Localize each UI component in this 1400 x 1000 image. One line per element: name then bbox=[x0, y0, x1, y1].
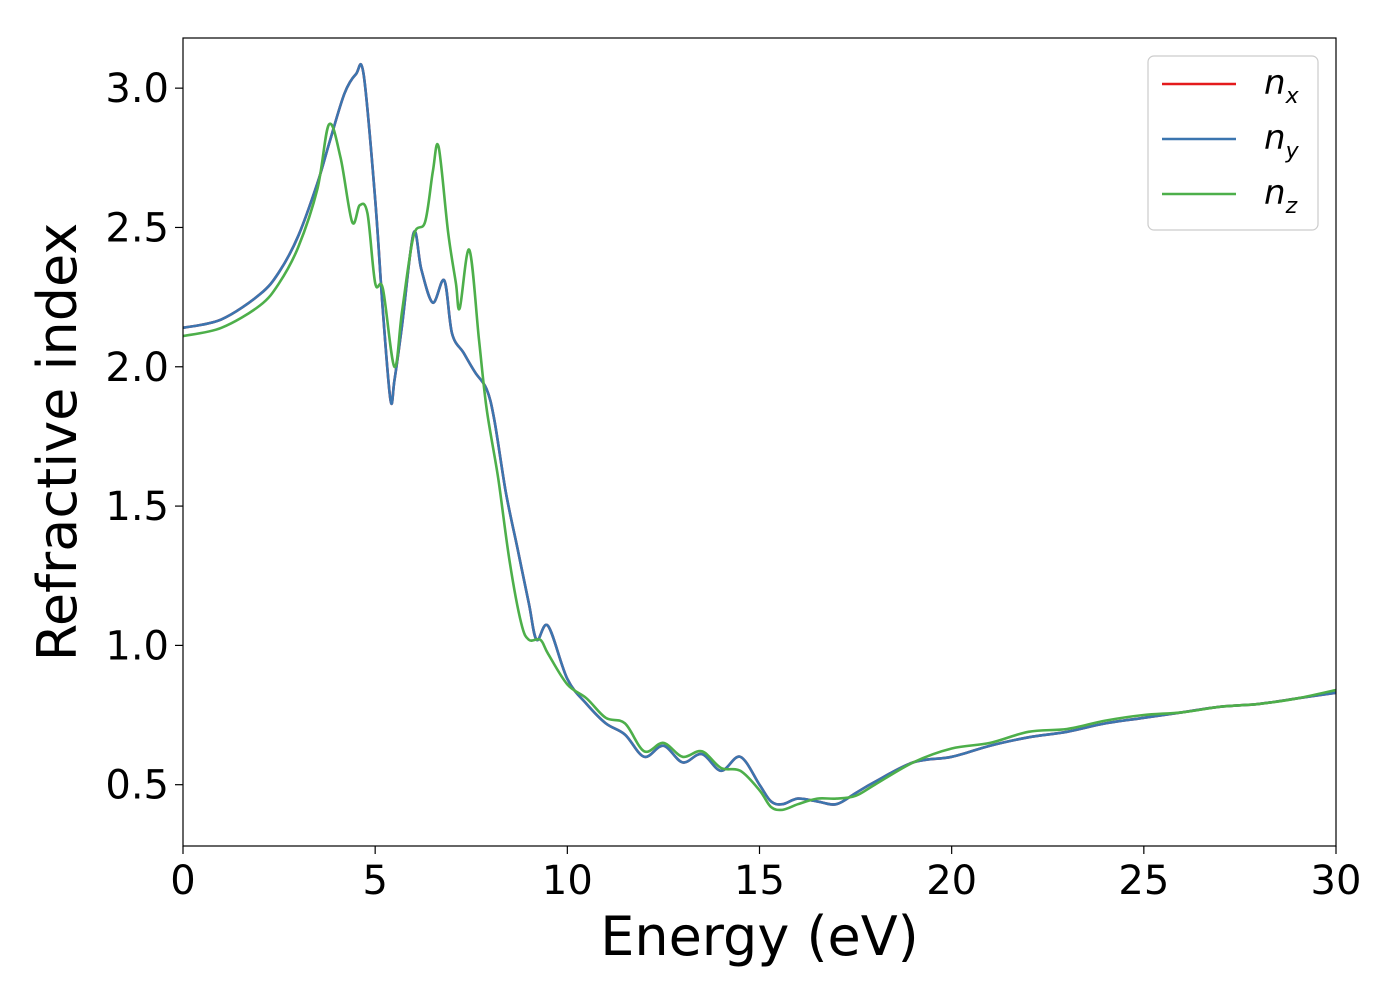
legend-label: ny bbox=[1264, 118, 1300, 164]
y-axis-label: Refractive index bbox=[26, 223, 89, 662]
x-axis-label: Energy (eV) bbox=[600, 905, 919, 968]
series-line-nz bbox=[183, 122, 1336, 812]
x-tick-label: 5 bbox=[362, 858, 387, 904]
legend-label-main: n bbox=[1264, 118, 1286, 158]
legend-label-subscript: x bbox=[1285, 84, 1300, 109]
x-tick-label: 10 bbox=[542, 858, 593, 904]
y-tick-label: 1.5 bbox=[105, 484, 169, 530]
x-tick-label: 25 bbox=[1118, 858, 1169, 904]
plot-background bbox=[183, 38, 1336, 846]
y-tick-label: 1.0 bbox=[105, 623, 169, 669]
legend-label-main: n bbox=[1264, 173, 1286, 213]
x-tick-label: 0 bbox=[170, 858, 195, 904]
series-line-ny bbox=[183, 62, 1336, 806]
legend-label-subscript: y bbox=[1285, 139, 1300, 164]
y-tick-label: 2.0 bbox=[105, 345, 169, 391]
legend-label-main: n bbox=[1264, 63, 1286, 103]
x-tick-label: 20 bbox=[926, 858, 977, 904]
y-tick-label: 0.5 bbox=[105, 763, 169, 809]
x-tick-label: 30 bbox=[1311, 858, 1362, 904]
legend-label: nz bbox=[1264, 173, 1298, 219]
y-tick-label: 3.0 bbox=[105, 66, 169, 112]
legend-label: nx bbox=[1264, 63, 1300, 109]
legend-label-subscript: z bbox=[1285, 194, 1298, 219]
x-tick-label: 15 bbox=[734, 858, 785, 904]
y-tick-label: 2.5 bbox=[105, 205, 169, 251]
legend-box bbox=[1147, 55, 1319, 231]
